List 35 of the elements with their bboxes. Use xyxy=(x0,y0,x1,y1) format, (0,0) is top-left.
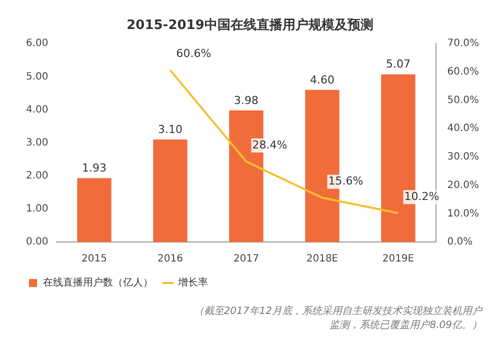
x-tick-label: 2019E xyxy=(382,254,414,265)
x-tick-label: 2016 xyxy=(158,254,183,265)
y2-tick-label: 30.0% xyxy=(447,152,480,163)
y2-tick-label: 50.0% xyxy=(447,94,480,106)
bar xyxy=(77,178,112,242)
data-label: 4.60 xyxy=(310,73,334,86)
y-tick-label: 3.00 xyxy=(26,137,48,148)
y2-tick-label: 20.0% xyxy=(447,180,480,191)
y2-tick-label: 40.0% xyxy=(447,123,480,134)
legend-label: 在线直播用户数（亿人） xyxy=(43,276,153,289)
x-tick-label: 2017 xyxy=(234,254,259,265)
data-label: 1.93 xyxy=(82,162,107,175)
y-tick-label: 4.00 xyxy=(26,104,48,116)
legend-label: 增长率 xyxy=(177,276,208,289)
y2-tick-label: 70.0% xyxy=(447,38,480,50)
x-tick-label: 2018E xyxy=(306,254,338,265)
data-label: 28.4% xyxy=(252,138,288,152)
y2-tick-label: 10.0% xyxy=(447,208,480,220)
data-label: 3.10 xyxy=(158,122,183,136)
data-label: 3.98 xyxy=(234,94,258,107)
y-tick-label: 1.00 xyxy=(26,204,48,215)
y2-tick-label: 0.0% xyxy=(447,236,473,248)
data-label: 15.6% xyxy=(328,174,364,188)
y2-tick-label: 60.0% xyxy=(447,66,480,78)
y-tick-label: 5.00 xyxy=(26,71,48,82)
y-tick-label: 0.00 xyxy=(26,236,48,248)
data-label: 5.07 xyxy=(386,58,410,71)
chart-title: 2015-2019中国在线直播用户规模及预测 xyxy=(126,17,374,34)
data-label: 10.2% xyxy=(404,190,440,203)
data-label: 60.6% xyxy=(176,47,212,60)
y-tick-label: 6.00 xyxy=(26,38,48,50)
y-tick-label: 2.00 xyxy=(26,170,48,182)
x-tick-label: 2015 xyxy=(82,254,107,265)
text: （截至2017年12月底，系统采用自主研发技术实现独立装机用户监测，系统已覆盖用户8.09亿。） xyxy=(192,304,484,332)
bar xyxy=(153,139,188,242)
